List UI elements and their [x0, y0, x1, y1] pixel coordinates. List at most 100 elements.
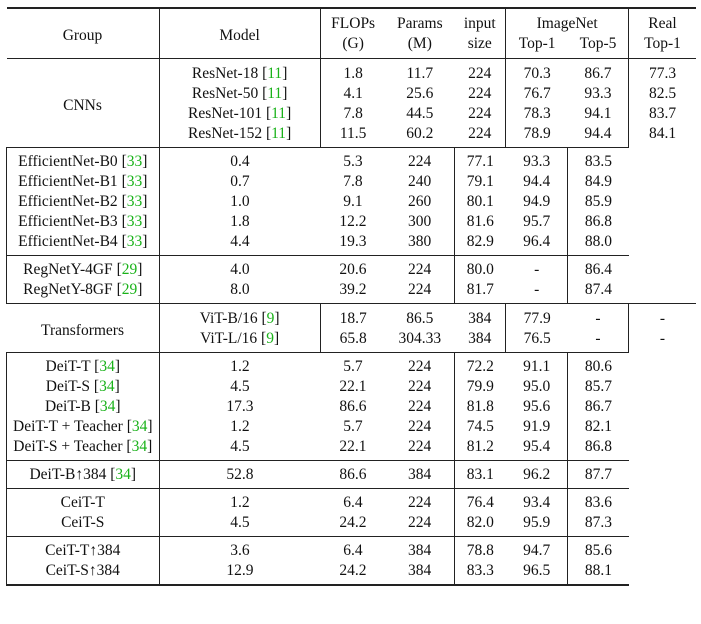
- citation-link[interactable]: 33: [126, 193, 143, 210]
- model-cell: EfficientNet-B1 33: [6, 172, 160, 192]
- citation: 33: [122, 153, 148, 170]
- citation-link[interactable]: 9: [266, 330, 274, 347]
- citation-link[interactable]: 29: [121, 261, 138, 278]
- flops-cell: 1.8: [158, 212, 321, 232]
- model-cell: DeiT-S + Teacher 34: [6, 437, 160, 461]
- model-cell: CeiT-T: [6, 488, 160, 513]
- model-cell: RegNetY-4GF 29: [6, 255, 160, 280]
- top5-cell: -: [595, 330, 601, 347]
- flops-cell: 4.5: [158, 437, 321, 461]
- params-cell: 86.6: [320, 460, 386, 489]
- real-top1-cell: 83.7: [628, 104, 696, 124]
- block-1-4: CeiT-T↑384 3.6 6.4 384 78.8 94.7 85.6 CeiT-S↑38…: [6, 536, 697, 586]
- input-size-cell: 224: [407, 514, 432, 531]
- model-cell: DeiT-T 34: [6, 352, 160, 377]
- top1-cell: 79.9: [453, 377, 506, 397]
- model-cell: CeiT-S↑384: [6, 561, 160, 586]
- params-cell: 86.6: [339, 398, 367, 415]
- top1-cell: 77.9: [505, 303, 568, 329]
- model-cell: ResNet-152 11: [158, 124, 321, 148]
- real-top1-cell: 87.4: [567, 280, 629, 304]
- flops-cell: 17.3: [158, 397, 321, 417]
- citation-link[interactable]: 33: [126, 173, 143, 190]
- citation: 29: [117, 261, 143, 278]
- citation-link[interactable]: 34: [115, 466, 131, 483]
- citation-link[interactable]: 11: [267, 85, 283, 102]
- citation-link[interactable]: 34: [99, 358, 115, 375]
- flops-cell: 1.2: [158, 417, 321, 437]
- real-top1-cell: 86.4: [567, 255, 629, 280]
- citation-link[interactable]: 11: [271, 105, 287, 122]
- real-top1-cell: -: [628, 303, 696, 329]
- citation: 33: [122, 173, 148, 190]
- top5-cell: 93.3: [505, 147, 568, 172]
- citation-link[interactable]: 29: [121, 281, 138, 298]
- header-row-2: (G) (M) size Top-1 Top-5 Top-1: [7, 34, 696, 59]
- citation: 34: [94, 358, 120, 375]
- top5-cell: -: [534, 281, 540, 298]
- citation: 33: [122, 193, 148, 210]
- input-size-cell: 380: [407, 233, 432, 250]
- top5-cell: 91.9: [523, 418, 551, 435]
- citation-link[interactable]: 11: [267, 65, 283, 82]
- top1-cell: 81.7: [453, 280, 506, 304]
- params-cell: 22.1: [339, 378, 367, 395]
- real-top1-cell: 85.7: [567, 377, 629, 397]
- flops-cell: 0.7: [158, 172, 321, 192]
- top1-cell: 78.8: [453, 536, 506, 561]
- model-name: ResNet-18: [191, 65, 259, 82]
- table-row: CeiT-S 4.5 24.2 224 82.0 95.9 87.3: [6, 513, 697, 537]
- model-cell: ResNet-50 11: [158, 84, 321, 104]
- model-cell: ResNet-101 11: [158, 104, 321, 124]
- input-size-cell: 384: [385, 460, 455, 489]
- input-size-cell: 224: [407, 438, 432, 455]
- citation-link[interactable]: 33: [126, 213, 143, 230]
- citation-link[interactable]: 33: [126, 153, 143, 170]
- params-cell: 39.2: [339, 281, 367, 298]
- top1-cell: 78.3: [505, 104, 568, 124]
- citation-link[interactable]: 34: [99, 378, 115, 395]
- model-cell: RegNetY-8GF 29: [6, 280, 160, 304]
- model-name: DeiT-B: [44, 398, 91, 415]
- top1-cell: 78.9: [505, 124, 568, 148]
- citation: 34: [95, 398, 121, 415]
- top1-cell: 82.9: [453, 232, 506, 256]
- block-0-2: RegNetY-4GF 294.020.622480.0-86.4RegNetY…: [6, 255, 697, 304]
- top5-cell: 94.4: [523, 173, 551, 190]
- input-size-cell: 224: [407, 418, 432, 435]
- citation-link[interactable]: 34: [99, 398, 116, 415]
- real-top1-cell: 87.3: [567, 513, 629, 537]
- top1-cell: 76.4: [453, 488, 506, 513]
- citation-link[interactable]: 9: [266, 310, 275, 327]
- top5-cell: 95.4: [523, 438, 551, 455]
- top5-cell: -: [567, 303, 629, 329]
- top1-cell: 80.0: [453, 255, 506, 280]
- model-name: CeiT-S↑384: [45, 562, 120, 579]
- params-cell: 6.4: [320, 536, 386, 561]
- header-group: Group: [62, 27, 103, 44]
- top1-cell: 80.1: [453, 192, 506, 212]
- input-size-cell: 224: [407, 398, 432, 415]
- citation-link[interactable]: 34: [131, 438, 148, 455]
- flops-cell: 4.5: [158, 377, 321, 397]
- citation-link[interactable]: 33: [126, 233, 143, 250]
- flops-cell: 1.2: [158, 352, 321, 377]
- table-row: CeiT-S↑384 12.9 24.2 384 83.3 96.5 88.1: [6, 561, 697, 586]
- params-cell: 6.4: [320, 488, 386, 513]
- params-cell: 24.2: [320, 561, 386, 586]
- citation-link[interactable]: 11: [271, 125, 287, 142]
- model-cell: ViT-B/16 9: [158, 303, 321, 329]
- top5-cell: 93.3: [584, 85, 612, 102]
- input-size-cell: 260: [407, 193, 432, 210]
- input-size-cell: 384: [385, 536, 455, 561]
- input-size-cell: 224: [468, 85, 492, 102]
- citation-link[interactable]: 34: [131, 418, 148, 435]
- params-cell: 9.1: [343, 193, 363, 210]
